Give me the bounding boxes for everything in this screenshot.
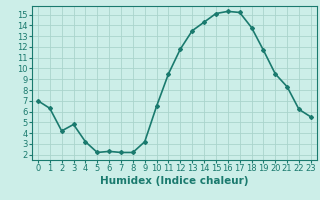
X-axis label: Humidex (Indice chaleur): Humidex (Indice chaleur) [100,176,249,186]
